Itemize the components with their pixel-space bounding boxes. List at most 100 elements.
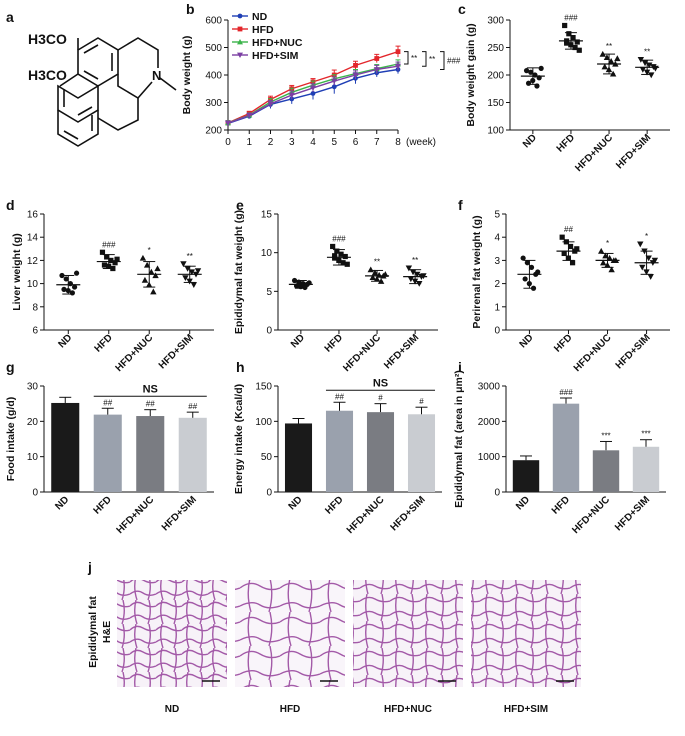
y-tick-label: 500 <box>205 43 222 54</box>
sig-annotation: ## <box>103 398 112 407</box>
panel-letter-g: g <box>6 359 15 375</box>
y-tick-label: 20 <box>27 417 39 428</box>
sig-annotation: # <box>378 394 383 403</box>
y-axis-label: Body weight gain (g) <box>465 23 477 126</box>
bar-ND <box>51 402 80 492</box>
data-point <box>523 68 530 74</box>
y-tick-label: 300 <box>487 16 504 27</box>
sig-bracket <box>422 51 427 67</box>
group-HFD: ### <box>558 14 583 53</box>
x-category-label: HFD+NUC <box>573 132 615 174</box>
y-tick-label: 300 <box>205 98 222 109</box>
data-point <box>302 284 308 291</box>
data-point <box>288 92 295 99</box>
x-category-label: HFD <box>552 332 574 354</box>
data-point <box>237 52 243 58</box>
y-tick-label: 150 <box>487 98 504 109</box>
data-point <box>310 91 316 96</box>
y-tick-label: 10 <box>261 248 273 259</box>
group-HFD+NUC: ** <box>597 42 622 77</box>
data-point <box>112 260 118 266</box>
data-point <box>332 253 338 259</box>
x-category-label: ND <box>289 332 307 350</box>
x-category-label: ND <box>56 332 74 350</box>
data-point <box>559 234 565 240</box>
x-axis-unit: (week) <box>406 137 436 148</box>
y-tick-label: 14 <box>27 233 39 244</box>
data-point <box>340 260 346 266</box>
sig-annotation: ### <box>102 240 116 249</box>
data-point <box>331 78 338 85</box>
panel-letter-d: d <box>6 197 15 213</box>
group-HFD: ### <box>326 234 351 267</box>
data-point <box>237 13 243 19</box>
legend-label: HFD <box>252 24 274 36</box>
y-axis-label: Food intake (g/d) <box>5 397 17 482</box>
sig-annotation: * <box>148 246 151 255</box>
data-point <box>331 84 337 90</box>
data-point <box>225 120 231 127</box>
y-tick-label: 6 <box>32 326 38 337</box>
y-tick-label: 150 <box>255 382 272 393</box>
histology-row-label-1: Epididymal fat <box>87 596 99 668</box>
data-point <box>353 62 358 68</box>
sig-annotation: * <box>645 232 648 241</box>
data-point <box>334 248 340 254</box>
legend-label: HFD+SIM <box>252 50 299 62</box>
data-point <box>267 101 274 107</box>
data-point <box>190 282 198 288</box>
x-category-label: HFD <box>92 494 114 516</box>
group-ND <box>56 270 81 296</box>
data-point <box>395 63 401 70</box>
sig-annotation: ### <box>564 14 578 23</box>
histology-panel: Epididymal fat H&E ND HFD HFD+NUC HFD+SI… <box>87 580 581 715</box>
data-point <box>108 257 114 263</box>
legend-label: HFD+NUC <box>252 37 303 49</box>
y-axis-label: Epididymal fat weight (g) <box>233 210 245 334</box>
x-category-label: HFD <box>323 332 345 354</box>
sig-annotation: ** <box>429 55 435 64</box>
bar-HFD+SIM <box>632 446 660 492</box>
y-tick-label: 0 <box>266 488 272 499</box>
data-point <box>538 65 544 71</box>
sig-annotation: ** <box>187 252 193 261</box>
data-point <box>150 288 157 295</box>
sig-annotation: ## <box>335 392 344 401</box>
data-point <box>647 274 654 280</box>
methoxy-bottom-label: H3CO <box>28 67 67 83</box>
x-category-label: HFD+NUC <box>572 332 614 374</box>
y-axis-label: Body weight (g) <box>181 36 193 115</box>
data-point <box>59 272 65 279</box>
data-point <box>291 277 298 284</box>
panel-letter-i: i <box>458 359 462 375</box>
y-tick-label: 16 <box>27 210 39 221</box>
sig-annotation: * <box>606 239 609 248</box>
x-category-label: ND <box>287 494 305 512</box>
y-tick-label: 3000 <box>478 382 501 393</box>
data-point <box>641 60 649 67</box>
histology-caption-hfd: HFD <box>280 704 301 715</box>
data-point <box>71 284 78 290</box>
group-HFD+SIM: ** <box>177 252 202 288</box>
data-point <box>528 69 534 75</box>
data-point <box>639 264 646 271</box>
data-point <box>407 276 415 283</box>
data-point <box>139 254 147 261</box>
data-point <box>405 265 413 272</box>
group-ND <box>517 255 542 291</box>
histology-image-hfd-sim <box>471 580 581 687</box>
y-tick-label: 0 <box>266 326 272 337</box>
data-point <box>182 275 189 281</box>
data-point <box>101 262 108 268</box>
x-category-label: HFD+SIM <box>389 494 428 533</box>
group-HFD: ### <box>96 240 121 272</box>
x-tick-label: 0 <box>225 137 231 148</box>
sig-annotation: ### <box>447 57 461 66</box>
x-category-label: HFD+NUC <box>570 494 612 536</box>
data-point <box>600 259 607 266</box>
data-point <box>152 272 159 279</box>
data-point <box>561 250 567 257</box>
